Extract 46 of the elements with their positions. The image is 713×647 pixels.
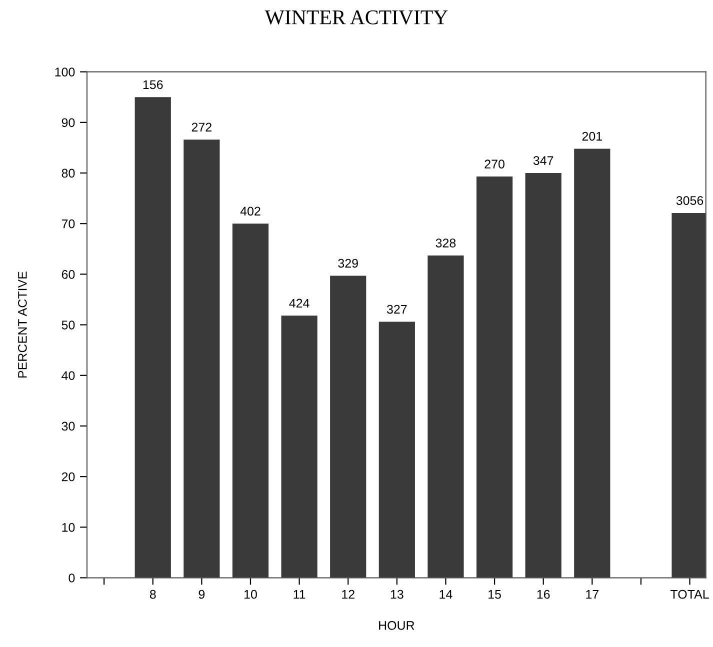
annotation: 272 (192, 122, 212, 132)
bar (476, 176, 513, 578)
annotation: 347 (533, 156, 554, 165)
bar (232, 224, 269, 578)
x-tick-label: 13 (390, 590, 404, 599)
annotation: 328 (436, 238, 456, 248)
x-tick-label: 11 (294, 590, 306, 599)
x-tick-label: 14 (440, 590, 452, 599)
y-tick-label: 50 (62, 320, 75, 330)
bar (525, 173, 562, 578)
chart-title: WINTER ACTIVITY (264, 10, 448, 24)
y-tick-label: 40 (62, 371, 75, 380)
y-axis-title: PERCENT ACTIVE (18, 272, 27, 378)
y-tick-label: 90 (62, 118, 75, 128)
y-tick-label: 30 (62, 422, 75, 431)
x-tick-label: 16 (537, 590, 550, 599)
x-tick-label: 10 (244, 590, 257, 599)
bar (134, 97, 171, 578)
y-tick-label: 10 (62, 522, 75, 532)
y-tick-label: 80 (62, 168, 75, 178)
bar (281, 316, 318, 578)
annotation: 201 (582, 132, 602, 141)
y-tick-label: 20 (62, 472, 75, 482)
annotation: 270 (484, 160, 504, 169)
bar (184, 140, 220, 578)
x-tick-label: 17 (586, 590, 598, 599)
bar (574, 148, 610, 578)
x-tick-label: 12 (342, 590, 354, 599)
bar (378, 322, 415, 578)
y-tick-label: 60 (62, 270, 75, 279)
y-tick-label: 0 (68, 574, 75, 582)
bar (330, 276, 366, 578)
annotation: 156 (143, 80, 163, 90)
x-tick-label: 9 (198, 590, 205, 599)
annotation: 329 (338, 258, 358, 268)
x-tick-label: 8 (150, 590, 156, 599)
annotation: 327 (386, 304, 407, 314)
annotation: 3056 (676, 196, 704, 205)
annotation: 402 (240, 206, 260, 216)
y-tick-label: 100 (55, 68, 75, 76)
y-tick-label: 70 (62, 219, 75, 228)
x-axis-title: HOUR (379, 621, 414, 630)
annotation: 424 (289, 298, 310, 308)
bar (428, 255, 464, 578)
x-tick-label: TOTAL (670, 590, 709, 599)
x-tick-label: 15 (488, 590, 501, 599)
